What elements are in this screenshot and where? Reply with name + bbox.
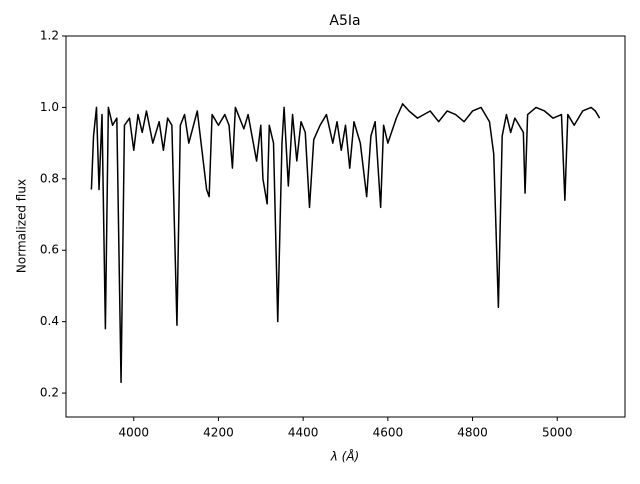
x-tick-label: 4400 — [288, 426, 319, 440]
y-tick-label: 0.2 — [40, 386, 59, 400]
y-tick-label: 1.2 — [40, 29, 59, 43]
x-axis-label: λ (Å) — [330, 449, 360, 464]
y-tick-label: 0.6 — [40, 243, 59, 257]
plot-frame — [65, 35, 626, 418]
x-tick-label: 4200 — [203, 426, 234, 440]
y-tick-label: 1.0 — [40, 100, 59, 114]
y-axis-label: Normalized flux — [15, 179, 29, 273]
chart-title: A5Ia — [329, 13, 360, 29]
x-tick-label: 4000 — [118, 426, 149, 440]
x-tick-label: 5000 — [542, 426, 573, 440]
y-tick-label: 0.4 — [40, 314, 59, 328]
spectrum-line — [90, 103, 601, 384]
y-tick-label: 0.8 — [40, 171, 59, 185]
x-tick-label: 4800 — [457, 426, 488, 440]
x-tick-label: 4600 — [373, 426, 404, 440]
